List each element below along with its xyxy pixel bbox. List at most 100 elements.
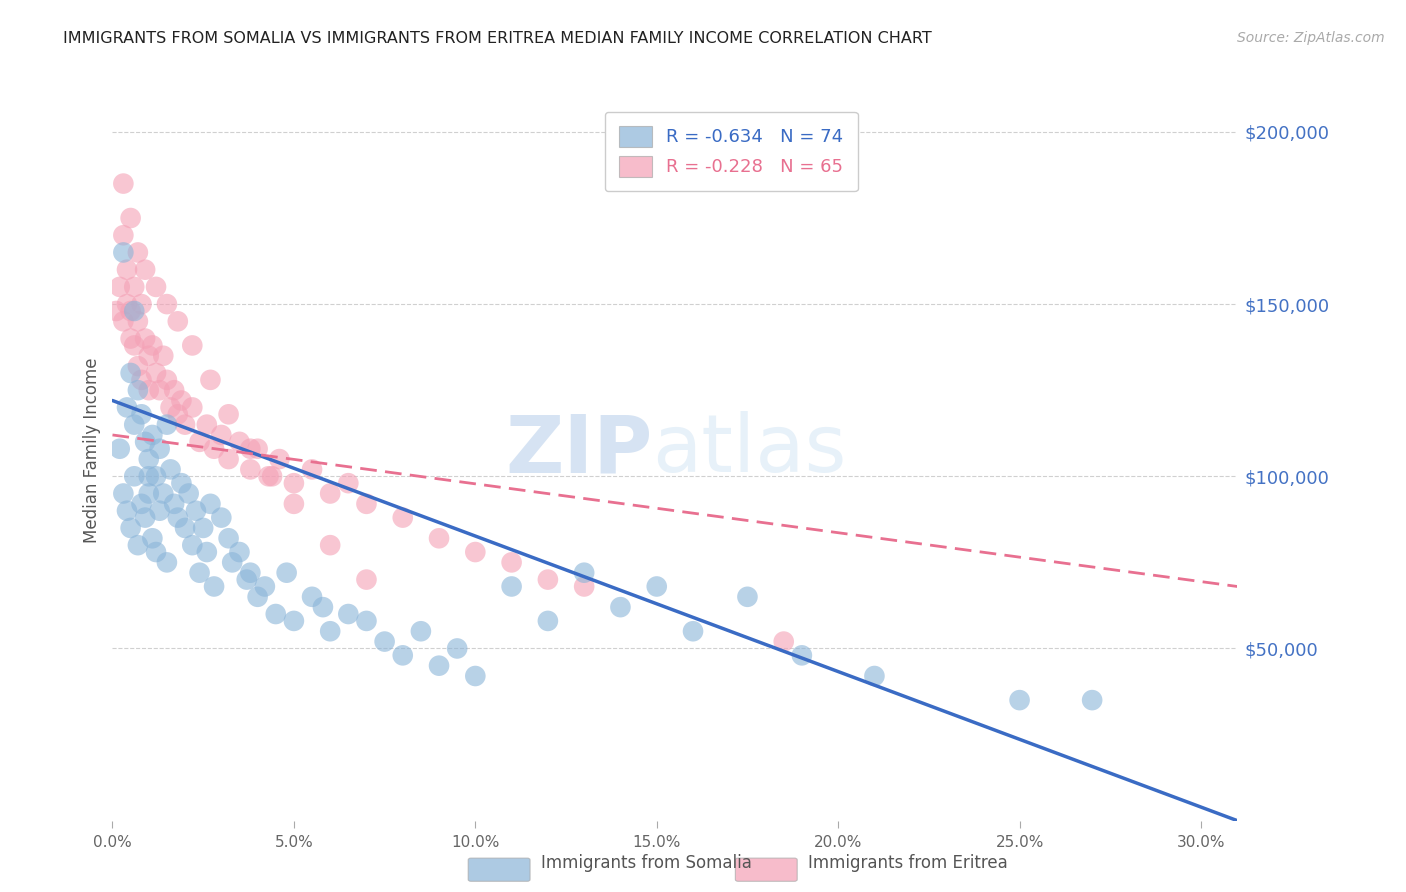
- Point: [501, 555, 523, 569]
- Point: [202, 579, 225, 593]
- Point: [195, 545, 218, 559]
- Point: [122, 280, 145, 294]
- Point: [184, 504, 207, 518]
- Point: [537, 573, 560, 587]
- Point: [134, 332, 156, 346]
- Point: [112, 177, 135, 191]
- Point: [356, 497, 378, 511]
- Point: [409, 624, 432, 639]
- Point: [166, 314, 188, 328]
- Point: [609, 600, 631, 615]
- Point: [149, 442, 172, 456]
- Point: [120, 366, 142, 380]
- Point: [301, 462, 323, 476]
- Point: [301, 590, 323, 604]
- Point: [374, 634, 396, 648]
- Point: [141, 531, 163, 545]
- Point: [115, 262, 138, 277]
- Point: [138, 486, 160, 500]
- Point: [239, 462, 262, 476]
- Point: [337, 607, 360, 621]
- Point: [501, 579, 523, 593]
- Point: [166, 510, 188, 524]
- Point: [138, 383, 160, 397]
- Point: [200, 497, 222, 511]
- Point: [170, 476, 193, 491]
- Point: [159, 401, 181, 415]
- Point: [239, 442, 262, 456]
- Point: [772, 634, 794, 648]
- Point: [645, 579, 668, 593]
- Point: [235, 573, 257, 587]
- Point: [218, 407, 240, 421]
- Point: [156, 373, 179, 387]
- Point: [276, 566, 298, 580]
- Point: [188, 566, 211, 580]
- Point: [177, 486, 200, 500]
- Point: [181, 401, 204, 415]
- Point: [122, 304, 145, 318]
- Text: atlas: atlas: [652, 411, 846, 490]
- Point: [262, 469, 284, 483]
- Text: ZIP: ZIP: [505, 411, 652, 490]
- Point: [246, 590, 269, 604]
- Point: [537, 614, 560, 628]
- Point: [131, 407, 153, 421]
- Point: [127, 314, 149, 328]
- Text: IMMIGRANTS FROM SOMALIA VS IMMIGRANTS FROM ERITREA MEDIAN FAMILY INCOME CORRELAT: IMMIGRANTS FROM SOMALIA VS IMMIGRANTS FR…: [63, 31, 932, 46]
- Point: [209, 428, 232, 442]
- Point: [319, 624, 342, 639]
- Point: [195, 417, 218, 432]
- Point: [134, 262, 156, 277]
- Point: [790, 648, 813, 663]
- Point: [156, 417, 179, 432]
- Point: [163, 497, 186, 511]
- Point: [181, 538, 204, 552]
- Point: [149, 383, 172, 397]
- Point: [141, 428, 163, 442]
- Point: [464, 669, 486, 683]
- Point: [122, 338, 145, 352]
- Point: [264, 607, 287, 621]
- Point: [391, 510, 413, 524]
- Point: [218, 531, 240, 545]
- Point: [174, 521, 197, 535]
- Point: [166, 407, 188, 421]
- Point: [127, 245, 149, 260]
- Point: [427, 531, 450, 545]
- Point: [127, 359, 149, 373]
- Point: [122, 469, 145, 483]
- Point: [115, 297, 138, 311]
- Point: [131, 297, 153, 311]
- Point: [131, 497, 153, 511]
- Point: [427, 658, 450, 673]
- Point: [120, 304, 142, 318]
- Point: [464, 545, 486, 559]
- Point: [239, 566, 262, 580]
- Point: [337, 476, 360, 491]
- Point: [112, 228, 135, 243]
- Point: [202, 442, 225, 456]
- Point: [253, 579, 276, 593]
- Point: [152, 486, 174, 500]
- Point: [1081, 693, 1104, 707]
- Point: [145, 545, 167, 559]
- Point: [356, 573, 378, 587]
- Point: [209, 510, 232, 524]
- Point: [572, 566, 595, 580]
- Point: [257, 469, 280, 483]
- Point: [228, 545, 250, 559]
- Point: [141, 338, 163, 352]
- Point: [120, 521, 142, 535]
- Text: Immigrants from Somalia: Immigrants from Somalia: [541, 855, 752, 872]
- Point: [149, 504, 172, 518]
- Point: [446, 641, 468, 656]
- Point: [269, 452, 291, 467]
- Point: [120, 211, 142, 225]
- Point: [145, 280, 167, 294]
- Point: [156, 555, 179, 569]
- Point: [115, 504, 138, 518]
- Point: [145, 366, 167, 380]
- Point: [682, 624, 704, 639]
- Point: [863, 669, 886, 683]
